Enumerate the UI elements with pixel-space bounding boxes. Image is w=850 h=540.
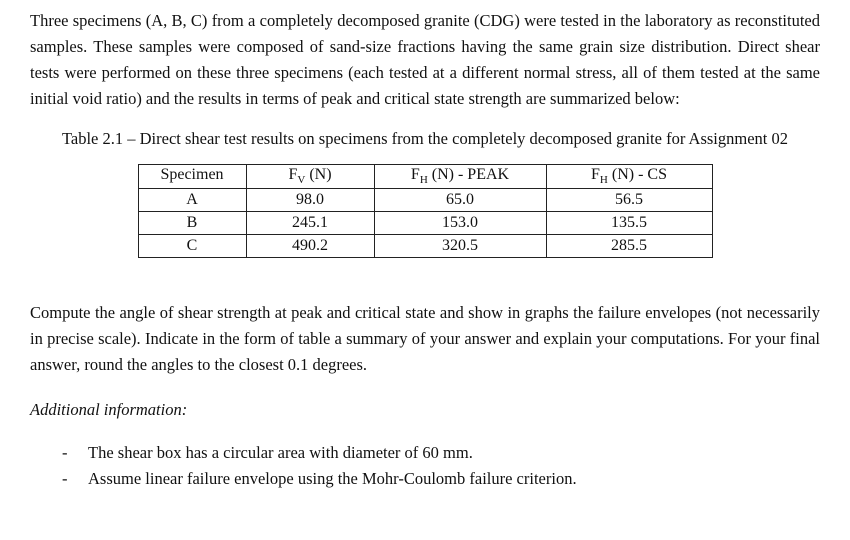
cell-fh-cs: 135.5 — [545, 211, 713, 235]
table-row: B 245.1 153.0 135.5 — [137, 211, 713, 235]
bullet-text: Assume linear failure envelope using the… — [88, 468, 577, 488]
cell-fv: 490.2 — [245, 234, 375, 258]
table-caption: Table 2.1 – Direct shear test results on… — [61, 129, 789, 149]
results-table-container: Specimen FV (N) FH (N) - PEAK FH (N) - C… — [30, 163, 820, 258]
table-header-row: Specimen FV (N) FH (N) - PEAK FH (N) - C… — [137, 163, 713, 190]
cell-specimen: C — [137, 234, 247, 258]
bullet-list: - The shear box has a circular area with… — [30, 440, 820, 491]
bullet-text: The shear box has a circular area with d… — [88, 443, 473, 463]
table-row: C 490.2 320.5 285.5 — [137, 234, 713, 258]
table-row: A 98.0 65.0 56.5 — [137, 188, 713, 212]
cell-fh-cs: 285.5 — [545, 234, 713, 258]
header-fh-cs: FH (N) - CS — [545, 163, 713, 190]
task-paragraph: Compute the angle of shear strength at p… — [30, 303, 820, 375]
additional-information-heading: Additional information: — [30, 400, 188, 420]
list-item: - Assume linear failure envelope using t… — [30, 466, 820, 492]
cell-fh-peak: 65.0 — [373, 188, 547, 212]
header-specimen: Specimen — [137, 163, 247, 190]
shear-test-results-table: Specimen FV (N) FH (N) - PEAK FH (N) - C… — [137, 163, 713, 258]
cell-fh-cs: 56.5 — [545, 188, 713, 212]
intro-paragraph: Three specimens (A, B, C) from a complet… — [30, 11, 820, 109]
cell-fv: 98.0 — [245, 188, 375, 212]
cell-fh-peak: 153.0 — [373, 211, 547, 235]
cell-specimen: B — [137, 211, 247, 235]
header-fv: FV (N) — [245, 163, 375, 190]
dash-marker: - — [62, 443, 68, 463]
cell-fh-peak: 320.5 — [373, 234, 547, 258]
dash-marker: - — [62, 468, 68, 488]
header-fh-peak: FH (N) - PEAK — [373, 163, 547, 190]
cell-specimen: A — [137, 188, 247, 212]
list-item: - The shear box has a circular area with… — [30, 440, 820, 466]
cell-fv: 245.1 — [245, 211, 375, 235]
